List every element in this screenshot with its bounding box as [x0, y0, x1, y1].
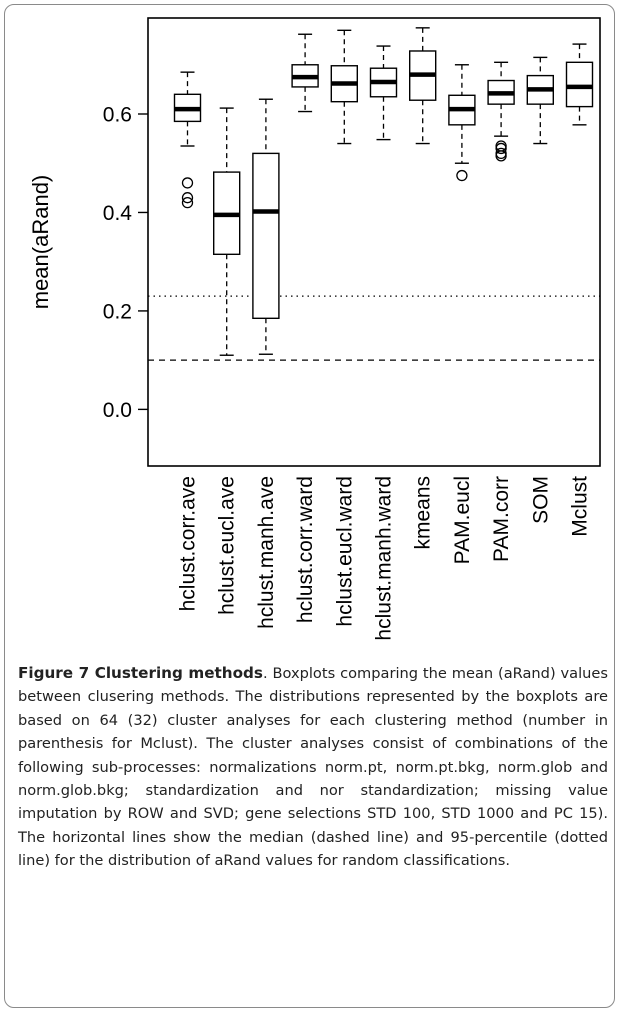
- outlier-point: [181, 192, 194, 204]
- caption-text: . Boxplots comparing the mean (aRand) va…: [18, 665, 608, 870]
- boxes: [173, 27, 594, 356]
- outlier-point: [495, 150, 507, 162]
- x-tick-label: hclust.eucl.ward: [333, 476, 356, 627]
- outlier-point: [495, 142, 507, 155]
- caption-label: Figure 7 Clustering methods: [18, 664, 263, 682]
- box-hclust.corr.ave: [173, 71, 202, 209]
- y-tick-label: 0.2: [103, 300, 132, 323]
- figure-caption: Figure 7 Clustering methods. Boxplots co…: [18, 662, 608, 873]
- y-axis-label: mean(aRand): [28, 175, 53, 310]
- box-PAM.corr: [487, 61, 515, 162]
- box-kmeans: [409, 27, 437, 145]
- box-SOM: [526, 56, 554, 145]
- x-tick-label: hclust.manh.ave: [255, 476, 278, 629]
- x-tick-label: Mclust: [569, 476, 592, 537]
- y-tick-label: 0.0: [103, 399, 132, 422]
- box-hclust.manh.ward: [369, 45, 398, 141]
- box-hclust.corr.ward: [291, 33, 319, 113]
- iqr-box: [252, 152, 280, 320]
- x-tick-label: hclust.manh.ward: [373, 476, 396, 641]
- x-tick-label: SOM: [529, 476, 552, 524]
- x-tick-label: hclust.corr.ward: [294, 476, 317, 623]
- y-tick-label: 0.6: [103, 104, 132, 127]
- outlier-point: [456, 169, 468, 182]
- figure-frame: [4, 4, 615, 1008]
- x-tick-label: PAM.eucl: [451, 476, 474, 564]
- box-hclust.manh.ave: [252, 98, 280, 355]
- box-PAM.eucl: [448, 64, 476, 182]
- x-tick-label: kmeans: [412, 476, 435, 550]
- x-tick-label: hclust.eucl.ave: [216, 476, 239, 615]
- x-axis-labels: hclust.corr.ave hclust.eucl.ave hclust.man…: [177, 476, 592, 641]
- box-hclust.eucl.ave: [212, 107, 241, 356]
- boxplot-chart: mean(aRand) 0.0 0.2 0.4 0.6 hclust.corr.ave…: [28, 17, 601, 641]
- box-Mclust: [565, 43, 594, 126]
- outlier-point: [181, 196, 194, 209]
- y-tick-label: 0.4: [103, 202, 133, 225]
- box-hclust.eucl.ward: [330, 29, 358, 145]
- reference-lines: [148, 295, 600, 361]
- x-tick-label: hclust.corr.ave: [177, 476, 200, 611]
- x-tick-label: PAM.corr: [490, 476, 513, 562]
- y-axis: 0.0 0.2 0.4 0.6: [103, 104, 148, 422]
- outlier-point: [181, 177, 194, 189]
- plot-area: [147, 17, 601, 467]
- iqr-box: [565, 61, 594, 108]
